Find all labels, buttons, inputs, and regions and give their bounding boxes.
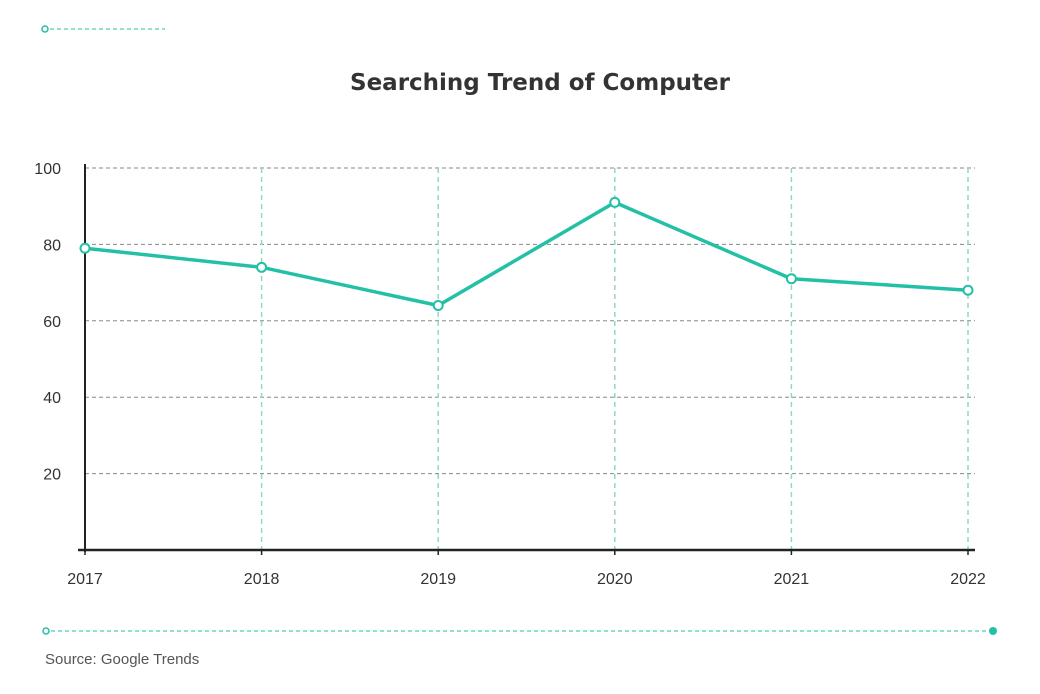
y-tick-label: 80 (43, 237, 61, 254)
data-point-2022 (962, 284, 974, 296)
y-tick-label: 20 (43, 467, 61, 484)
y-tick-label: 40 (43, 390, 61, 407)
bottom-decoration-start-dot-icon (42, 627, 50, 635)
y-tick-label: 60 (43, 314, 61, 331)
x-tick-label: 2018 (244, 571, 280, 588)
x-tick-label: 2017 (67, 571, 103, 588)
x-tick-labels: 2017 2018 2019 2020 2021 2022 (67, 571, 986, 588)
data-point-2021 (785, 273, 797, 285)
x-tick-label: 2019 (420, 571, 456, 588)
bottom-decoration-end-dot-icon (989, 627, 997, 635)
bottom-decoration (42, 627, 997, 635)
x-tick-label: 2022 (950, 571, 986, 588)
x-tick-label: 2021 (774, 571, 810, 588)
series-line (83, 200, 970, 308)
data-point-2019 (432, 300, 444, 312)
source-note: Source: Google Trends (45, 651, 199, 668)
y-tick-label: 100 (34, 161, 61, 178)
data-series (79, 196, 974, 312)
chart-title: Searching Trend of Computer (350, 70, 731, 96)
data-point-2018 (256, 261, 268, 273)
top-decoration (41, 25, 165, 33)
horizontal-gridlines (85, 167, 975, 475)
top-decoration-dot-icon (41, 25, 49, 33)
data-point-2020 (609, 196, 621, 208)
data-point-2017 (79, 242, 91, 254)
y-tick-labels: 20 40 60 80 100 (34, 161, 61, 484)
x-tick-label: 2020 (597, 571, 633, 588)
vertical-gridlines (84, 168, 969, 555)
